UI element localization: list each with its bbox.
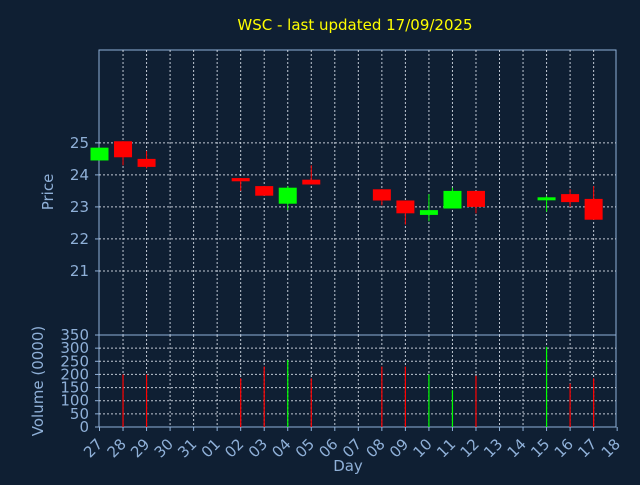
- candle-body: [584, 198, 603, 220]
- price-tick-label: 24: [70, 166, 89, 184]
- x-tick-label: 31: [174, 435, 200, 461]
- price-tick-label: 21: [70, 262, 89, 280]
- candle-body: [466, 190, 485, 207]
- volume-plot-frame: [98, 334, 617, 428]
- volume-tick-label: 150: [60, 379, 89, 397]
- x-tick-label: 18: [598, 435, 624, 461]
- candle-body: [443, 190, 462, 209]
- price-plot-frame: [98, 49, 617, 336]
- candle-body: [419, 210, 438, 215]
- chart-title: WSC - last updated 17/09/2025: [237, 16, 472, 34]
- x-tick-label: 30: [151, 435, 177, 461]
- x-tick-label: 05: [292, 435, 318, 461]
- volume-bars: [122, 346, 595, 427]
- candle-body: [137, 158, 156, 167]
- x-tick-label: 15: [527, 435, 553, 461]
- price-tick-label: 23: [70, 198, 89, 216]
- candle-body: [396, 200, 415, 214]
- x-tick-label: 27: [80, 435, 106, 461]
- x-tick-label: 13: [480, 435, 506, 461]
- x-tick-label: 08: [362, 435, 388, 461]
- x-tick-label: 11: [433, 435, 459, 461]
- price-tick-label: 25: [70, 134, 89, 152]
- volume-tick-label: 350: [60, 326, 89, 344]
- volume-tick-label: 0: [79, 418, 89, 436]
- candles: [90, 141, 603, 225]
- x-tick-label: 09: [386, 435, 412, 461]
- x-tick-label: 01: [198, 435, 224, 461]
- x-tick-label: 12: [457, 435, 483, 461]
- price-y-ticks: 21 22 23 24 25: [70, 134, 99, 280]
- x-tick-label: 03: [245, 435, 271, 461]
- x-tick-label: 16: [551, 435, 577, 461]
- x-axis-label: Day: [333, 457, 363, 475]
- volume-tick-label: 100: [60, 392, 89, 410]
- candle-body: [537, 197, 556, 201]
- x-tick-label: 02: [221, 435, 247, 461]
- candle-body: [302, 179, 321, 185]
- price-grid: [99, 50, 616, 335]
- candle-body: [114, 141, 133, 158]
- x-tick-label: 10: [410, 435, 436, 461]
- candle-body: [231, 178, 250, 182]
- price-panel: 21 22 23 24 25 Price: [39, 49, 617, 336]
- candle-body: [278, 187, 297, 204]
- candle-body: [561, 194, 580, 203]
- volume-tick-label: 50: [70, 405, 89, 423]
- x-tick-label: 04: [268, 435, 294, 461]
- candle-body: [255, 186, 274, 196]
- volume-tick-label: 200: [60, 365, 89, 383]
- candle-body: [90, 147, 109, 161]
- volume-axis-label: Volume (0000): [29, 326, 47, 436]
- x-tick-label: 29: [127, 435, 153, 461]
- candle-body: [372, 189, 391, 201]
- price-axis-label: Price: [39, 174, 57, 211]
- price-tick-label: 22: [70, 230, 89, 248]
- x-tick-label: 14: [504, 435, 530, 461]
- volume-tick-label: 300: [60, 339, 89, 357]
- x-tick-label: 17: [574, 435, 600, 461]
- x-tick-label: 28: [104, 435, 130, 461]
- volume-tick-label: 250: [60, 352, 89, 370]
